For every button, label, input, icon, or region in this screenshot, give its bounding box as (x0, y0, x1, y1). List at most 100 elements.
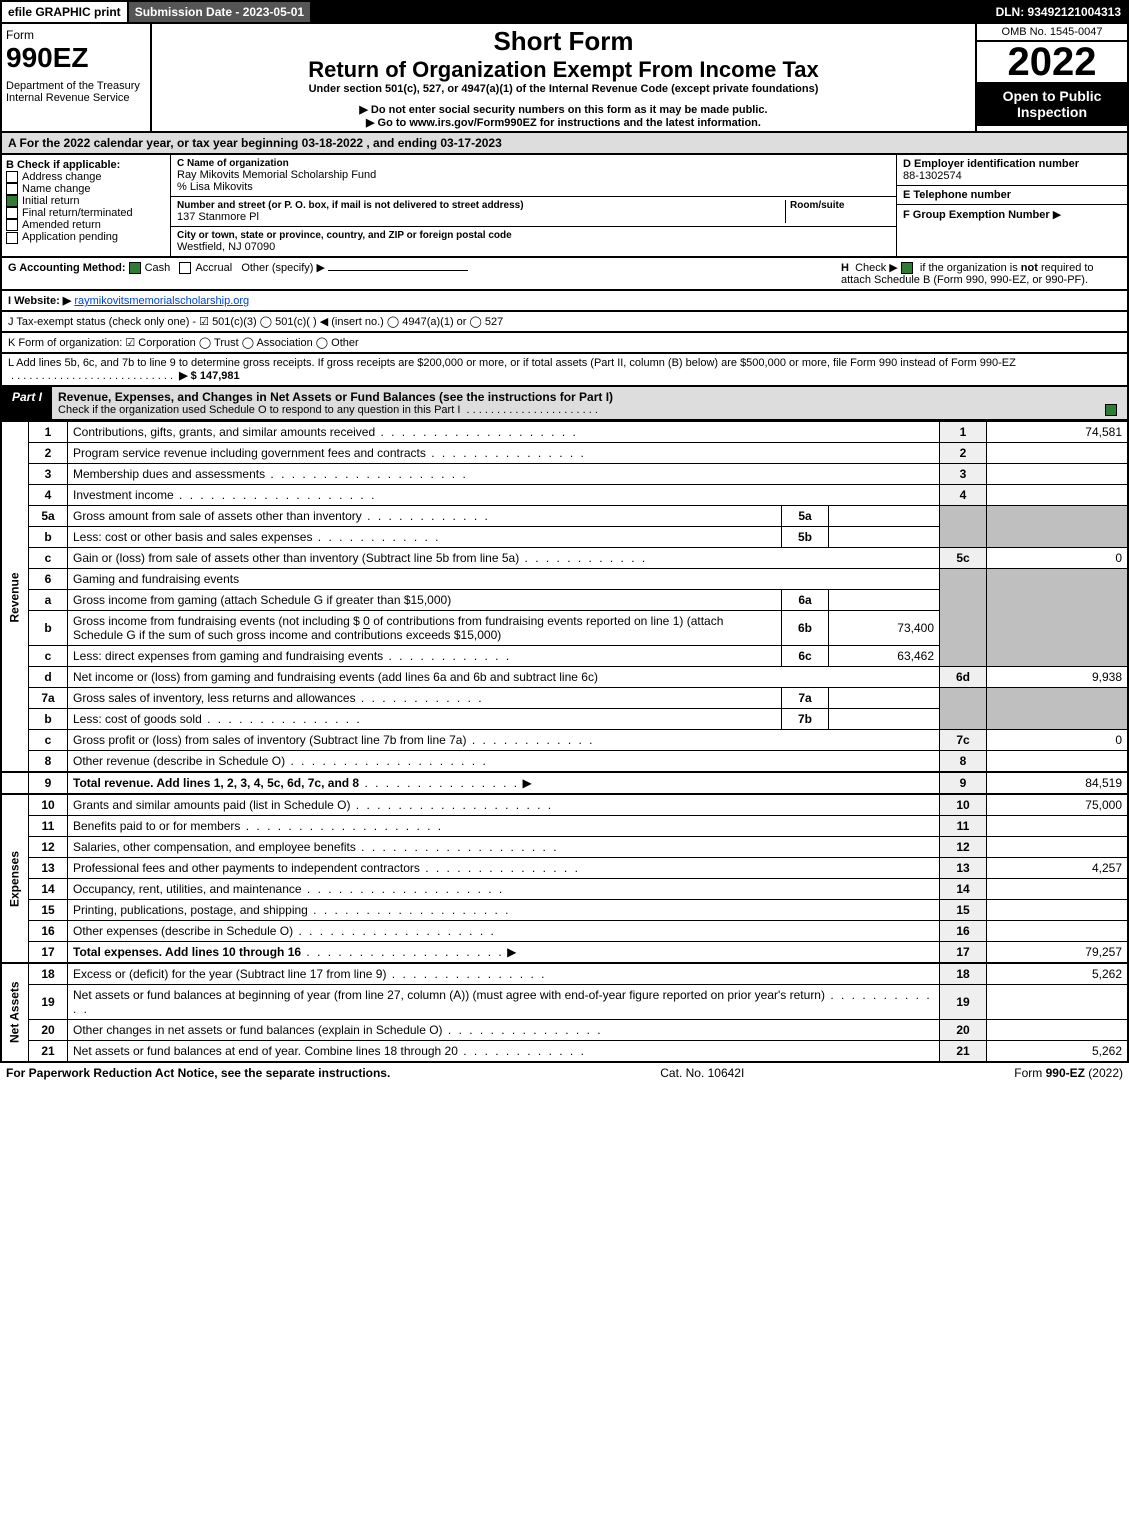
line-6a-subamt (829, 590, 940, 611)
line-17-box: 17 (940, 942, 987, 964)
financial-table: Revenue 1 Contributions, gifts, grants, … (0, 421, 1129, 1063)
line-15-desc: Printing, publications, postage, and shi… (73, 903, 308, 917)
cb-application-pending[interactable] (6, 232, 18, 244)
city: Westfield, NJ 07090 (177, 241, 890, 253)
form-word: Form (6, 28, 146, 42)
line-1-amt: 74,581 (987, 422, 1129, 443)
line-6b-desc-pre: Gross income from fundraising events (no… (73, 614, 360, 628)
care-of: % Lisa Mikovits (177, 181, 890, 193)
line-6c-sub: 6c (782, 646, 829, 667)
line-7a-sub: 7a (782, 688, 829, 709)
line-3-box: 3 (940, 464, 987, 485)
cb-address-change[interactable] (6, 171, 18, 183)
line-6d-desc: Net income or (loss) from gaming and fun… (73, 670, 598, 684)
label-name-change: Name change (22, 183, 91, 195)
ein: 88-1302574 (903, 170, 1121, 182)
line-20-amt (987, 1020, 1129, 1041)
line-14-box: 14 (940, 879, 987, 900)
line-21-amt: 5,262 (987, 1041, 1129, 1063)
line-5b-sub: 5b (782, 527, 829, 548)
line-7c-desc: Gross profit or (loss) from sales of inv… (73, 733, 466, 747)
L-text: L Add lines 5b, 6c, and 7b to line 9 to … (8, 357, 1016, 369)
form-header: Form 990EZ Department of the Treasury In… (0, 24, 1129, 133)
table-row: c Gain or (loss) from sale of assets oth… (1, 548, 1128, 569)
line-21-desc: Net assets or fund balances at end of ye… (73, 1044, 458, 1058)
B-heading: B Check if applicable: (6, 159, 166, 171)
table-row: Revenue 1 Contributions, gifts, grants, … (1, 422, 1128, 443)
footer-right: Form 990-EZ (2022) (1014, 1066, 1123, 1080)
line-7b-desc: Less: cost of goods sold (73, 712, 202, 726)
section-B-to-F: B Check if applicable: Address change Na… (0, 155, 1129, 258)
table-row: 14 Occupancy, rent, utilities, and maint… (1, 879, 1128, 900)
line-1-desc: Contributions, gifts, grants, and simila… (73, 425, 375, 439)
line-8-box: 8 (940, 751, 987, 773)
table-row: 4 Investment income 4 (1, 485, 1128, 506)
line-6a-sub: 6a (782, 590, 829, 611)
line-7c-box: 7c (940, 730, 987, 751)
no-ssn-notice: ▶ Do not enter social security numbers o… (154, 103, 973, 116)
E-heading: E Telephone number (903, 189, 1121, 201)
submission-date: Submission Date - 2023-05-01 (127, 2, 312, 22)
line-15-box: 15 (940, 900, 987, 921)
cb-accrual[interactable] (179, 262, 191, 274)
row-A: A For the 2022 calendar year, or tax yea… (0, 133, 1129, 155)
line-7c-amt: 0 (987, 730, 1129, 751)
line-9-amt: 84,519 (987, 772, 1129, 794)
label-application-pending: Application pending (22, 231, 118, 243)
line-5c-box: 5c (940, 548, 987, 569)
table-row: d Net income or (loss) from gaming and f… (1, 667, 1128, 688)
table-row: Expenses 10 Grants and similar amounts p… (1, 794, 1128, 816)
line-4-box: 4 (940, 485, 987, 506)
C-name-head: C Name of organization (177, 158, 890, 169)
line-7b-sub: 7b (782, 709, 829, 730)
G-label: G Accounting Method: (8, 262, 126, 274)
short-form-title: Short Form (154, 26, 973, 57)
department: Department of the Treasury Internal Reve… (6, 80, 146, 104)
table-row: 3 Membership dues and assessments 3 (1, 464, 1128, 485)
revenue-label: Revenue (1, 422, 29, 773)
line-14-amt (987, 879, 1129, 900)
website-link[interactable]: raymikovitsmemorialscholarship.org (74, 295, 249, 307)
goto-link[interactable]: ▶ Go to www.irs.gov/Form990EZ for instru… (154, 116, 973, 129)
line-6c-desc: Less: direct expenses from gaming and fu… (73, 649, 383, 663)
line-2-amt (987, 443, 1129, 464)
line-11-desc: Benefits paid to or for members (73, 819, 240, 833)
line-10-desc: Grants and similar amounts paid (list in… (73, 798, 350, 812)
I-label: I Website: ▶ (8, 295, 71, 307)
cb-schedule-o-partI[interactable] (1105, 404, 1117, 416)
line-19-desc: Net assets or fund balances at beginning… (73, 988, 825, 1002)
line-3-desc: Membership dues and assessments (73, 467, 265, 481)
cb-amended-return[interactable] (6, 219, 18, 231)
line-6b-subamt: 73,400 (829, 611, 940, 646)
line-6a-desc: Gross income from gaming (attach Schedul… (73, 593, 451, 607)
line-17-amt: 79,257 (987, 942, 1129, 964)
label-amended-return: Amended return (22, 219, 101, 231)
line-5b-subamt (829, 527, 940, 548)
line-16-box: 16 (940, 921, 987, 942)
F-arrow: ▶ (1053, 209, 1061, 221)
cb-initial-return[interactable] (6, 195, 18, 207)
line-5a-desc: Gross amount from sale of assets other t… (73, 509, 362, 523)
row-L: L Add lines 5b, 6c, and 7b to line 9 to … (0, 354, 1129, 387)
table-row: Net Assets 18 Excess or (deficit) for th… (1, 963, 1128, 985)
line-4-desc: Investment income (73, 488, 174, 502)
line-5c-desc: Gain or (loss) from sale of assets other… (73, 551, 519, 565)
line-16-desc: Other expenses (describe in Schedule O) (73, 924, 293, 938)
table-row: 12 Salaries, other compensation, and emp… (1, 837, 1128, 858)
cb-cash[interactable] (129, 262, 141, 274)
line-6b-desc-mid: 0 (363, 614, 370, 629)
line-5a-sub: 5a (782, 506, 829, 527)
line-18-desc: Excess or (deficit) for the year (Subtra… (73, 967, 386, 981)
label-final-return: Final return/terminated (22, 207, 133, 219)
table-row: 13 Professional fees and other payments … (1, 858, 1128, 879)
table-row: 6 Gaming and fundraising events (1, 569, 1128, 590)
line-14-desc: Occupancy, rent, utilities, and maintena… (73, 882, 302, 896)
line-13-desc: Professional fees and other payments to … (73, 861, 420, 875)
line-16-amt (987, 921, 1129, 942)
cb-name-change[interactable] (6, 183, 18, 195)
cb-schedule-b[interactable] (901, 262, 913, 274)
cb-final-return[interactable] (6, 207, 18, 219)
line-12-box: 12 (940, 837, 987, 858)
form-number: 990EZ (6, 42, 146, 74)
table-row: 2 Program service revenue including gove… (1, 443, 1128, 464)
